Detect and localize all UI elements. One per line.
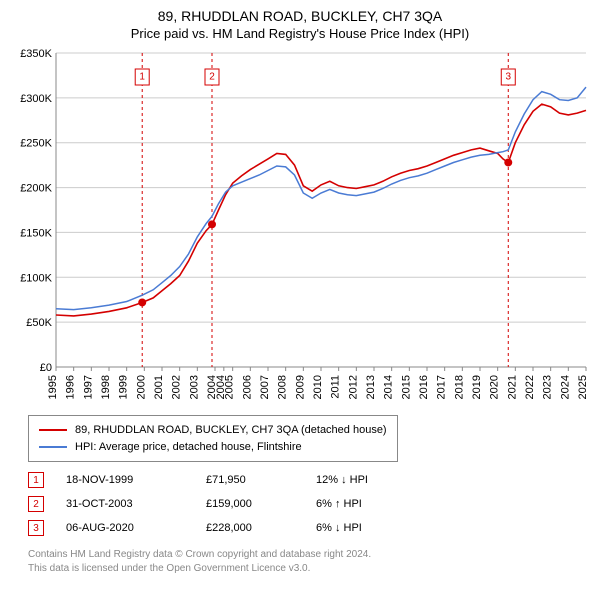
x-tick-label: 2024: [559, 375, 571, 399]
x-tick-label: 2025: [577, 375, 589, 399]
chart-svg: £0 £50K £100K £150K £200K £250K £300K £350K 1995…: [10, 47, 590, 407]
chart-title-address: 89, RHUDDLAN ROAD, BUCKLEY, CH7 3QA: [10, 8, 590, 24]
x-tick-label: 1997: [82, 375, 94, 399]
x-tick-label: 2003: [188, 375, 200, 399]
sales-row-marker: 3: [28, 520, 44, 536]
legend-row: HPI: Average price, detached house, Flin…: [39, 439, 387, 456]
legend-swatch: [39, 429, 67, 431]
series-property: [56, 104, 586, 316]
sales-row-diff: 12% ↓ HPI: [316, 474, 416, 486]
x-tick-label: 2023: [542, 375, 554, 399]
legend-label: 89, RHUDDLAN ROAD, BUCKLEY, CH7 3QA (det…: [75, 422, 387, 439]
sale-marker-dot: [138, 298, 146, 306]
sales-row-diff: 6% ↓ HPI: [316, 522, 416, 534]
x-tick-label: 1995: [47, 375, 59, 399]
x-tick-label: 1998: [100, 375, 112, 399]
sales-row-date: 18-NOV-1999: [66, 474, 206, 486]
y-tick-label: £200K: [20, 183, 52, 195]
sales-row-date: 06-AUG-2020: [66, 522, 206, 534]
sales-row: 2 31-OCT-2003£159,0006% ↑ HPI: [28, 492, 590, 516]
sale-event-number: 1: [139, 72, 145, 83]
y-tick-label: £50K: [26, 317, 52, 329]
x-tick-label: 2015: [400, 375, 412, 399]
y-tick-label: £150K: [20, 227, 52, 239]
y-tick-label: £100K: [20, 272, 52, 284]
x-tick-label: 2006: [241, 375, 253, 399]
x-tick-label: 2005: [224, 375, 236, 399]
x-tick-label: 1999: [118, 375, 130, 399]
x-tick-label: 2020: [489, 375, 501, 399]
x-tick-label: 2009: [294, 375, 306, 399]
legend-label: HPI: Average price, detached house, Flin…: [75, 439, 302, 456]
x-tick-label: 1996: [65, 375, 77, 399]
x-tick-label: 2007: [259, 375, 271, 399]
sales-row-price: £228,000: [206, 522, 316, 534]
footer-line2: This data is licensed under the Open Gov…: [28, 562, 590, 576]
series-hpi: [56, 87, 586, 310]
legend-row: 89, RHUDDLAN ROAD, BUCKLEY, CH7 3QA (det…: [39, 422, 387, 439]
x-tick-label: 2011: [330, 375, 342, 399]
sales-row-marker: 1: [28, 472, 44, 488]
x-tick-label: 2001: [153, 375, 165, 399]
x-tick-label: 2018: [453, 375, 465, 399]
x-tick-label: 2002: [171, 375, 183, 399]
chart-plot-area: £0 £50K £100K £150K £200K £250K £300K £350K 1995…: [10, 47, 590, 407]
y-tick-label: £350K: [20, 48, 52, 60]
sale-event-number: 2: [209, 72, 215, 83]
sales-row-marker: 2: [28, 496, 44, 512]
y-tick-label: £250K: [20, 138, 52, 150]
sale-event-number: 3: [505, 72, 511, 83]
x-tick-label: 2000: [135, 375, 147, 399]
sales-row: 3 06-AUG-2020£228,0006% ↓ HPI: [28, 516, 590, 540]
x-tick-label: 2010: [312, 375, 324, 399]
x-tick-label: 2014: [383, 375, 395, 399]
sales-row-price: £71,950: [206, 474, 316, 486]
y-tick-label: £300K: [20, 93, 52, 105]
x-tick-label: 2021: [506, 375, 518, 399]
x-tick-label: 2017: [436, 375, 448, 399]
sales-row-price: £159,000: [206, 498, 316, 510]
x-tick-label: 2022: [524, 375, 536, 399]
footer-line1: Contains HM Land Registry data © Crown c…: [28, 548, 590, 562]
footer-attribution: Contains HM Land Registry data © Crown c…: [28, 548, 590, 576]
sales-row: 1 18-NOV-1999£71,95012% ↓ HPI: [28, 468, 590, 492]
sales-row-date: 31-OCT-2003: [66, 498, 206, 510]
legend-swatch: [39, 446, 67, 448]
sales-row-diff: 6% ↑ HPI: [316, 498, 416, 510]
x-tick-label: 2008: [277, 375, 289, 399]
x-tick-label: 2019: [471, 375, 483, 399]
sales-table: 1 18-NOV-1999£71,95012% ↓ HPI 2 31-OCT-2003…: [28, 468, 590, 540]
legend-box: 89, RHUDDLAN ROAD, BUCKLEY, CH7 3QA (det…: [28, 415, 398, 462]
x-tick-label: 2013: [365, 375, 377, 399]
sale-marker-dot: [504, 158, 512, 166]
y-tick-label: £0: [40, 362, 52, 374]
sale-marker-dot: [208, 220, 216, 228]
x-tick-label: 2016: [418, 375, 430, 399]
x-tick-label: 2012: [347, 375, 359, 399]
chart-title-subtitle: Price paid vs. HM Land Registry's House …: [10, 26, 590, 41]
chart-container: 89, RHUDDLAN ROAD, BUCKLEY, CH7 3QA Pric…: [0, 0, 600, 582]
